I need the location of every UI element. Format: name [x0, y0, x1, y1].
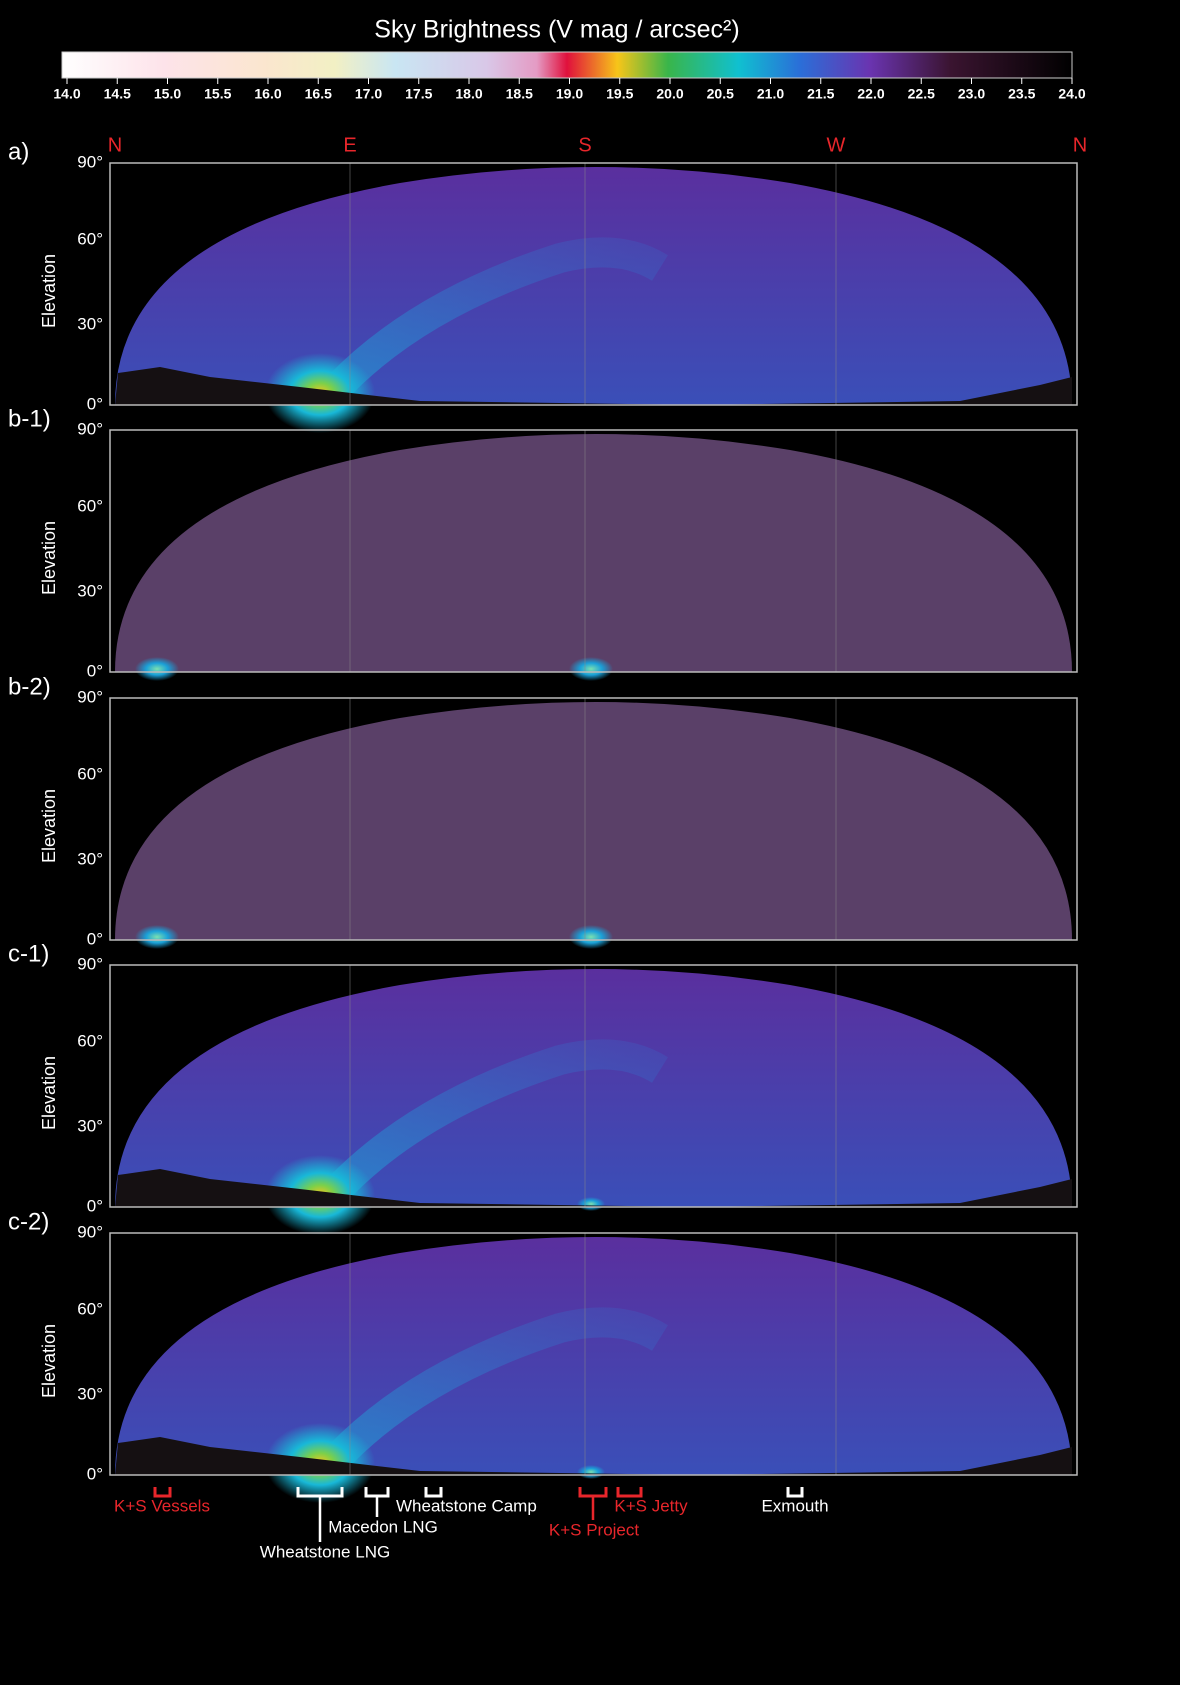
- elevation-tick-label: 0°: [87, 661, 103, 680]
- elevation-tick-label: 30°: [77, 1116, 103, 1135]
- colorbar-tick-label: 18.0: [455, 86, 482, 102]
- light-glow: [577, 1197, 605, 1211]
- source-label: Wheatstone Camp: [396, 1496, 537, 1515]
- colorbar-tick-label: 21.5: [807, 86, 834, 102]
- elevation-tick-label: 30°: [77, 849, 103, 868]
- panel-label: b-1): [8, 405, 51, 432]
- colorbar-tick-label: 15.0: [154, 86, 181, 102]
- panel-label: c-2): [8, 1208, 49, 1235]
- elevation-tick-label: 60°: [77, 1299, 103, 1318]
- source-label: K+S Vessels: [114, 1496, 210, 1515]
- elevation-tick-label: 0°: [87, 1464, 103, 1483]
- colorbar: [62, 52, 1072, 78]
- source-label: K+S Project: [549, 1520, 640, 1539]
- colorbar-tick-label: 18.5: [506, 86, 533, 102]
- compass-label: W: [827, 134, 846, 156]
- elevation-tick-label: 90°: [77, 152, 103, 171]
- colorbar-tick-label: 16.5: [305, 86, 332, 102]
- colorbar-tick-label: 16.0: [254, 86, 281, 102]
- sky-dome: [115, 1237, 1072, 1475]
- colorbar-tick-label: 19.5: [606, 86, 633, 102]
- colorbar-tick-label: 21.0: [757, 86, 784, 102]
- colorbar-tick-label: 23.5: [1008, 86, 1035, 102]
- elevation-tick-label: 60°: [77, 1031, 103, 1050]
- bracket: [366, 1487, 388, 1496]
- panel-label: b-2): [8, 673, 51, 700]
- elevation-tick-label: 90°: [77, 1222, 103, 1241]
- axis-label: Elevation: [39, 789, 59, 863]
- axis-label: Elevation: [39, 1056, 59, 1130]
- panel: b-1) 90° 60° 30° 0° Elevation: [8, 405, 1077, 681]
- source-label: Macedon LNG: [328, 1517, 438, 1536]
- bracket: [618, 1487, 641, 1496]
- source-label: Exmouth: [761, 1496, 828, 1515]
- sky-dome: [115, 434, 1072, 672]
- light-glow: [577, 1465, 605, 1479]
- light-glow: [569, 657, 613, 681]
- compass-label: S: [578, 134, 591, 156]
- colorbar-tick-label: 22.5: [908, 86, 935, 102]
- compass-label: N: [108, 134, 122, 156]
- elevation-tick-label: 90°: [77, 419, 103, 438]
- sky-dome: [115, 702, 1072, 940]
- panel: b-2) 90° 60° 30° 0° Elevation: [8, 673, 1077, 949]
- colorbar-tick-label: 14.0: [53, 86, 80, 102]
- panel-label: a): [8, 138, 29, 165]
- colorbar-title: Sky Brightness (V mag / arcsec²): [374, 16, 739, 44]
- light-glow: [135, 925, 179, 949]
- colorbar-tick-label: 15.5: [204, 86, 231, 102]
- elevation-tick-label: 60°: [77, 764, 103, 783]
- colorbar-tick-label: 19.0: [556, 86, 583, 102]
- light-glow: [569, 925, 613, 949]
- axis-label: Elevation: [39, 1324, 59, 1398]
- compass-label: E: [343, 134, 356, 156]
- elevation-tick-label: 0°: [87, 1196, 103, 1215]
- panel: c-2) 90° 60° 30° 0° Elevation: [8, 1208, 1077, 1503]
- colorbar-tick-label: 22.0: [857, 86, 884, 102]
- elevation-tick-label: 30°: [77, 581, 103, 600]
- elevation-tick-label: 60°: [77, 496, 103, 515]
- bracket: [426, 1487, 441, 1496]
- elevation-tick-label: 30°: [77, 1384, 103, 1403]
- axis-label: Elevation: [39, 521, 59, 595]
- axis-label: Elevation: [39, 254, 59, 328]
- source-label: K+S Jetty: [614, 1496, 688, 1515]
- elevation-tick-label: 90°: [77, 954, 103, 973]
- colorbar-tick-label: 17.5: [405, 86, 432, 102]
- compass-label: N: [1073, 134, 1087, 156]
- figure: Sky Brightness (V mag / arcsec²) 14.0 14.…: [0, 0, 1180, 1685]
- colorbar-tick-label: 17.0: [355, 86, 382, 102]
- elevation-tick-label: 30°: [77, 314, 103, 333]
- colorbar-tick-label: 24.0: [1058, 86, 1085, 102]
- colorbar-tick-label: 20.0: [656, 86, 683, 102]
- bracket: [580, 1487, 606, 1496]
- bracket: [155, 1487, 170, 1496]
- colorbar-tick-label: 23.0: [958, 86, 985, 102]
- elevation-tick-label: 60°: [77, 229, 103, 248]
- sky-dome: [115, 167, 1072, 405]
- colorbar-tick-label: 20.5: [707, 86, 734, 102]
- panel: c-1) 90° 60° 30° 0° Elevation: [8, 940, 1077, 1235]
- source-label: Wheatstone LNG: [260, 1542, 390, 1561]
- elevation-tick-label: 0°: [87, 394, 103, 413]
- panel: a) 90° 60° 30° 0° Elevation: [8, 138, 1077, 433]
- elevation-tick-label: 0°: [87, 929, 103, 948]
- elevation-tick-label: 90°: [77, 687, 103, 706]
- light-glow: [135, 657, 179, 681]
- panel-label: c-1): [8, 940, 49, 967]
- bracket: [788, 1487, 802, 1496]
- colorbar-tick-label: 14.5: [104, 86, 131, 102]
- sky-dome: [115, 969, 1072, 1207]
